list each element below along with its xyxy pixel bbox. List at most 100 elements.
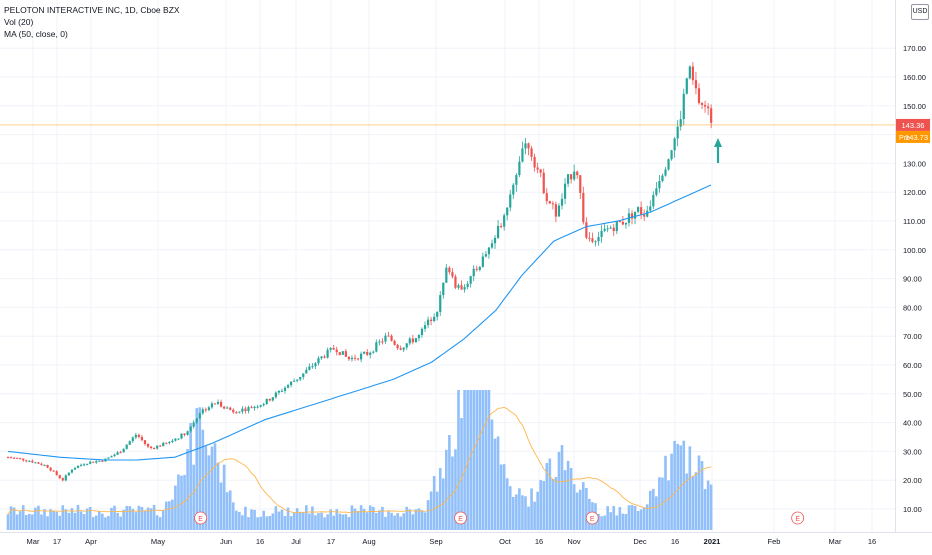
volume-bar	[487, 390, 491, 530]
volume-bar	[213, 443, 217, 530]
volume-bar	[344, 514, 348, 530]
candle-body	[140, 436, 144, 441]
volume-bar	[18, 511, 22, 530]
candle-body	[554, 204, 558, 217]
candle-body	[299, 376, 302, 380]
candle-body	[624, 222, 628, 225]
candle-body	[676, 126, 679, 139]
volume-bar	[633, 505, 637, 530]
volume-bar	[554, 476, 558, 530]
candle-body	[305, 369, 308, 374]
candle-body	[6, 457, 10, 459]
volume-bar	[320, 512, 323, 530]
volume-bar	[271, 513, 275, 530]
candle-body	[207, 407, 211, 410]
volume-bar	[575, 492, 579, 530]
volume-bar	[110, 507, 113, 530]
volume-bar	[238, 511, 241, 530]
x-tick-label: Apr	[85, 537, 97, 546]
candle-body	[34, 462, 37, 464]
candle-body	[256, 406, 259, 408]
volume-bar	[563, 470, 567, 530]
candle-body	[621, 221, 624, 225]
candle-body	[707, 106, 710, 109]
earnings-marker[interactable]	[585, 511, 599, 525]
candle-body	[250, 407, 253, 409]
earnings-marker-text: E	[590, 516, 595, 523]
candle-body	[171, 440, 174, 442]
volume-bar	[393, 515, 396, 530]
x-tick-label: 17	[53, 537, 61, 546]
volume-bar	[606, 506, 609, 530]
candle-body	[244, 408, 247, 412]
volume-bar	[688, 446, 692, 530]
volume-bar	[548, 458, 552, 530]
candle-body	[454, 276, 457, 288]
volume-bar	[283, 516, 287, 530]
candle-body	[570, 174, 573, 180]
currency-button[interactable]: USD	[911, 4, 929, 20]
candle-body	[664, 169, 667, 176]
candle-body	[420, 328, 424, 336]
volume-bar	[670, 453, 673, 530]
candle-body	[433, 316, 436, 322]
x-tick-label: Jun	[220, 537, 232, 546]
candle-body	[350, 357, 354, 360]
x-tick-label: Nov	[567, 537, 581, 546]
volume-bar	[15, 514, 19, 530]
legend-title: PELOTON INTERACTIVE INC, 1D, Cboe BZX	[4, 5, 180, 15]
candle-body	[274, 392, 277, 398]
candle-body	[19, 458, 22, 460]
candle-body	[472, 268, 475, 277]
volume-bar	[149, 508, 153, 530]
candle-body	[183, 433, 186, 435]
volume-bar	[682, 440, 686, 530]
candle-body	[253, 406, 256, 409]
earnings-marker[interactable]	[194, 511, 208, 525]
candle-body	[688, 66, 691, 79]
candle-body	[113, 454, 116, 457]
earnings-marker[interactable]	[454, 511, 468, 525]
candle-body	[46, 464, 49, 468]
candle-body	[286, 385, 290, 388]
candle-body	[646, 210, 649, 217]
volume-bar	[557, 451, 561, 530]
candle-body	[390, 335, 393, 341]
ma-path	[7, 184, 712, 461]
candle-body	[28, 460, 31, 462]
candle-body	[396, 344, 399, 349]
volume-bar	[408, 509, 412, 530]
candle-body	[9, 457, 13, 459]
earnings-marker[interactable]	[791, 511, 805, 525]
candle-body	[466, 283, 469, 288]
volume-bar	[621, 513, 625, 530]
volume-bar	[107, 516, 110, 530]
volume-bar	[515, 494, 518, 530]
candle-body	[445, 267, 448, 283]
last-price-tag	[896, 118, 930, 131]
candle-body	[311, 366, 314, 368]
candle-body	[198, 413, 201, 419]
volume-bar	[417, 508, 421, 530]
candle-body	[143, 440, 147, 444]
candle-body	[637, 207, 640, 212]
candle-body	[366, 351, 369, 355]
candle-body	[512, 184, 515, 195]
volume-bar	[438, 467, 442, 530]
price-axis-divider	[895, 0, 896, 532]
volume-bar	[259, 516, 262, 530]
candle-body	[73, 468, 77, 470]
legend-ma: MA (50, close, 0)	[4, 29, 68, 39]
candle-body	[652, 194, 655, 207]
x-axis: Mar 17 Apr May Jun 16 Jul 17 Aug Sep Oct 16 Nov Dec 16…	[27, 537, 877, 546]
volume-bar	[655, 496, 658, 530]
candle-body	[43, 464, 46, 466]
volume-bar	[158, 517, 162, 530]
candle-body	[153, 447, 156, 449]
volume-bar	[289, 516, 293, 530]
volume-bar	[627, 505, 631, 530]
